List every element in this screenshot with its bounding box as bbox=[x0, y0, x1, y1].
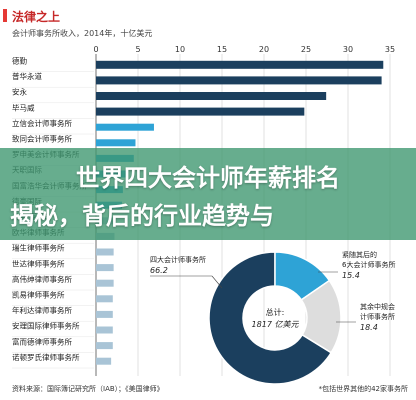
category-label: 德勤 bbox=[12, 56, 27, 66]
pie-slice-3 bbox=[300, 279, 342, 354]
category-label: 诺顿罗氏律师事务所 bbox=[12, 352, 80, 362]
bar-3 bbox=[96, 92, 327, 100]
pie-slice-value: 66.2 bbox=[150, 266, 168, 275]
bar-18 bbox=[96, 326, 113, 334]
footer-source: 资料来源：国际簿记研究所（IAB）；《美国律师》 bbox=[12, 385, 164, 393]
category-label: 富而德律师事务所 bbox=[12, 336, 72, 346]
chart-subtitle: 会计师事务所收入，2014年，十亿美元 bbox=[12, 29, 153, 38]
pie-slice-value: 15.4 bbox=[342, 271, 360, 280]
category-label: 高伟绅律师事务所 bbox=[12, 274, 72, 284]
pie-slice-label: 6大会计师事务所 bbox=[342, 260, 395, 269]
pie-center-value: 1817 亿美元 bbox=[252, 320, 300, 329]
bar-19 bbox=[96, 342, 113, 350]
bar-16 bbox=[96, 295, 113, 303]
title-accent-bar bbox=[3, 9, 7, 22]
x-tick-label: 5 bbox=[135, 45, 140, 54]
page-title: 法律之上 bbox=[12, 10, 61, 24]
bar-2 bbox=[96, 76, 382, 85]
category-label: 瑞生律师事务所 bbox=[12, 243, 65, 253]
category-label: 毕马威 bbox=[12, 102, 35, 112]
x-tick-label: 30 bbox=[343, 45, 353, 54]
bar-14 bbox=[96, 264, 114, 272]
x-tick-label: 25 bbox=[301, 45, 311, 54]
category-label: 致同会计师事务所 bbox=[12, 134, 72, 144]
banner-title-line-2: 揭秘，背后的行业趋势与 bbox=[10, 202, 274, 230]
category-label: 安理国际律师事务所 bbox=[12, 321, 80, 331]
x-tick-label: 35 bbox=[385, 45, 395, 54]
bar-13 bbox=[96, 248, 114, 256]
x-tick-label: 0 bbox=[93, 45, 98, 54]
bar-1 bbox=[96, 60, 384, 69]
bar-15 bbox=[96, 279, 114, 287]
category-label: 普华永道 bbox=[12, 71, 42, 81]
pie-slice-value: 18.4 bbox=[360, 323, 378, 332]
footer-note: *包括世界其他的42家事务所 bbox=[318, 385, 408, 393]
pie-center-label: 总计: bbox=[266, 307, 285, 317]
bar-20 bbox=[96, 357, 112, 365]
bar-5 bbox=[96, 123, 154, 131]
category-label: 年利达律师事务所 bbox=[12, 305, 72, 315]
pie-slice-1 bbox=[208, 251, 333, 385]
overlay-banner bbox=[0, 148, 416, 240]
bar-4 bbox=[96, 107, 305, 116]
banner-title-line-1: 世界四大会计师年薪排名 bbox=[76, 164, 340, 192]
category-label: 世达律师事务所 bbox=[12, 258, 65, 268]
pie-slice-label: 四大会计师事务所 bbox=[150, 255, 206, 264]
x-tick-label: 10 bbox=[175, 45, 185, 54]
pie-slice-label: 其余中规会 bbox=[360, 302, 395, 311]
category-label: 立信会计师事务所 bbox=[12, 118, 72, 128]
category-label: 安永 bbox=[12, 87, 27, 97]
category-label: 凯易律师事务所 bbox=[12, 290, 65, 300]
x-tick-label: 15 bbox=[217, 45, 227, 54]
bar-17 bbox=[96, 310, 113, 318]
pie-slice-label: 紧随其后的 bbox=[342, 250, 377, 259]
x-tick-label: 20 bbox=[259, 45, 269, 54]
pie-callout-line bbox=[211, 275, 223, 289]
pie-slice-label: 计师事务所 bbox=[360, 312, 395, 321]
bar-6 bbox=[96, 139, 136, 147]
